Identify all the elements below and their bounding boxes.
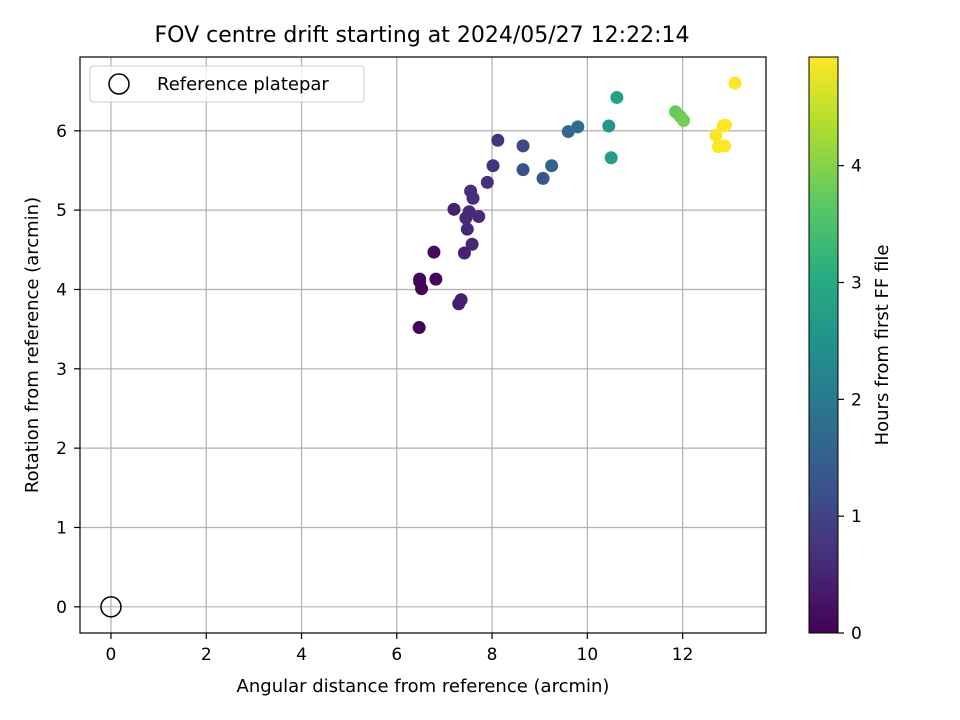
y-tick-label: 1	[56, 518, 67, 538]
data-point	[413, 272, 427, 286]
y-tick-label: 2	[56, 439, 67, 459]
data-point	[709, 129, 723, 143]
data-point	[412, 321, 426, 335]
colorbar-tick-label: 1	[851, 507, 862, 527]
colorbar-tick-label: 0	[851, 624, 862, 644]
data-point	[427, 245, 441, 259]
data-point	[457, 246, 471, 260]
data-point	[486, 159, 500, 173]
y-axis-ticks: 0 1 2 3 4 5 6	[56, 122, 80, 618]
data-point	[604, 151, 618, 165]
chart-title: FOV centre drift starting at 2024/05/27 …	[155, 23, 690, 48]
data-point	[602, 119, 616, 133]
colorbar-ticks: 0 1 2 3 4	[838, 157, 862, 644]
data-point	[719, 118, 733, 132]
x-tick-label: 4	[296, 645, 307, 665]
data-point	[571, 120, 585, 134]
data-point	[465, 237, 479, 251]
grid-lines	[80, 57, 766, 633]
colorbar-gradient	[808, 56, 839, 634]
data-point	[677, 113, 691, 127]
data-point	[491, 133, 505, 147]
x-tick-label: 0	[106, 645, 117, 665]
y-axis-label: Rotation from reference (arcmin)	[22, 197, 43, 493]
colorbar-label: Hours from first FF file	[872, 245, 893, 446]
x-tick-label: 8	[487, 645, 498, 665]
y-tick-label: 5	[56, 201, 67, 221]
x-axis-ticks: 0 2 4 6 8 10 12	[106, 633, 694, 665]
data-point	[516, 139, 530, 153]
data-point	[460, 222, 474, 236]
colorbar-tick-label: 2	[851, 390, 862, 410]
legend-reference-marker	[108, 73, 130, 95]
colorbar: 0 1 2 3 4 Hours from first FF file	[808, 56, 893, 644]
x-axis-label: Angular distance from reference (arcmin)	[237, 676, 610, 697]
x-tick-label: 2	[201, 645, 212, 665]
data-point	[545, 159, 559, 173]
legend-box	[89, 65, 365, 103]
x-tick-label: 6	[391, 645, 402, 665]
plot-frame	[79, 56, 767, 634]
reference-marker-group	[100, 596, 122, 618]
data-point	[429, 272, 443, 286]
colorbar-tick-label: 3	[851, 273, 862, 293]
data-point	[464, 184, 478, 198]
data-points	[412, 76, 742, 335]
data-point	[480, 175, 494, 189]
data-point	[454, 293, 468, 307]
data-point	[472, 209, 486, 223]
data-point	[516, 163, 530, 177]
y-tick-label: 0	[56, 598, 67, 618]
data-point	[718, 139, 732, 153]
reference-platepar-marker	[100, 596, 122, 618]
data-point	[610, 90, 624, 104]
data-point	[447, 202, 461, 216]
data-point	[728, 76, 742, 90]
data-point	[536, 171, 550, 185]
legend-label: Reference platepar	[157, 74, 329, 95]
x-tick-label: 10	[577, 645, 599, 665]
colorbar-tick-label: 4	[851, 157, 862, 177]
y-tick-label: 3	[56, 360, 67, 380]
y-tick-label: 4	[56, 280, 67, 300]
y-tick-label: 6	[56, 122, 67, 142]
legend: Reference platepar	[89, 65, 365, 103]
x-tick-label: 12	[672, 645, 694, 665]
